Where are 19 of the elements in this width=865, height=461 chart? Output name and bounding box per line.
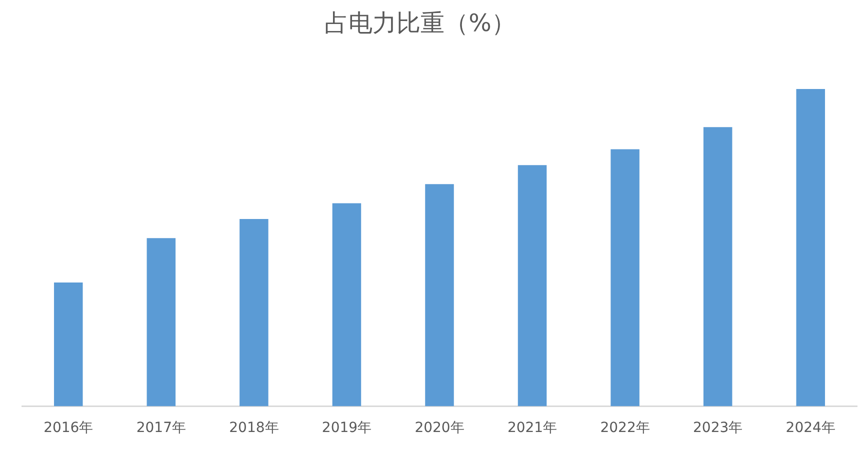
x-tick-label: 2024年 <box>786 420 836 436</box>
x-tick-label: 2016年 <box>44 420 94 436</box>
x-tick-label: 2018年 <box>229 420 279 436</box>
x-tick-label: 2023年 <box>693 420 743 436</box>
bar <box>425 184 454 406</box>
x-tick-label: 2021年 <box>507 420 558 436</box>
bar <box>796 89 825 406</box>
bar <box>518 165 547 406</box>
bar <box>240 219 268 406</box>
bar <box>703 127 732 406</box>
bar <box>610 149 640 406</box>
x-tick-label: 2022年 <box>600 420 650 436</box>
bar <box>54 282 83 406</box>
x-tick-label: 2020年 <box>414 420 464 436</box>
chart-title: 占电力比重（%） <box>324 9 516 38</box>
x-tick-label: 2017年 <box>136 420 186 436</box>
bar <box>146 238 176 406</box>
x-tick-label: 2019年 <box>322 420 372 436</box>
bar <box>332 203 362 406</box>
